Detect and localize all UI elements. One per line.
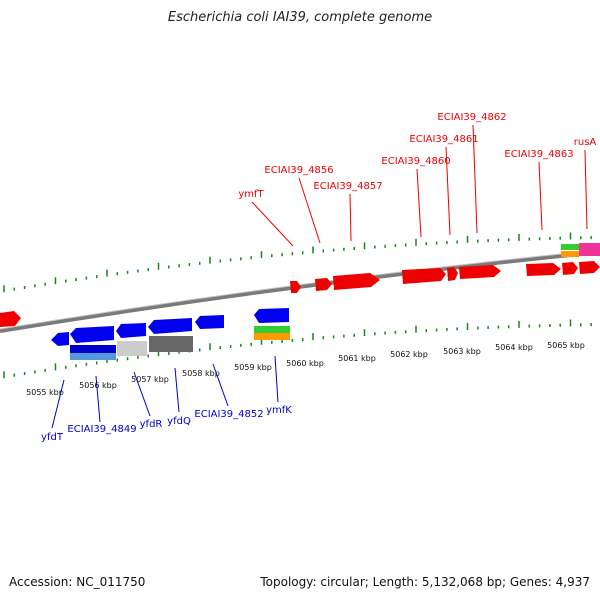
gene-4861-block[interactable] [447, 267, 458, 281]
label-4849: ECIAI39_4849 [67, 424, 136, 435]
kbp-label: 5061 kbp [338, 354, 376, 363]
gene-yfdR-block[interactable] [116, 323, 146, 338]
gene-4852-block[interactable] [195, 315, 224, 329]
kbp-label: 5060 kbp [286, 359, 324, 368]
kbp-label: 5057 kbp [131, 375, 169, 384]
feature-green[interactable] [561, 244, 581, 250]
gene-right-partial[interactable] [579, 261, 600, 274]
label-4856: ECIAI39_4856 [264, 165, 333, 176]
label-4860: ECIAI39_4860 [381, 156, 450, 167]
feature-green-bar[interactable] [254, 326, 290, 333]
leader-ymfK [274, 355, 279, 403]
feature-lightgray-bar[interactable] [117, 341, 147, 356]
leader-4852 [212, 363, 229, 407]
feature-orange-bar[interactable] [254, 333, 290, 340]
leader-yfdT [51, 379, 65, 429]
leader-yfdQ [174, 367, 180, 413]
gene-4862-block[interactable] [459, 265, 501, 279]
feature-blue-bar[interactable] [70, 345, 116, 354]
leader-4863 [538, 161, 543, 231]
gene-4857-block[interactable] [333, 273, 380, 290]
label-yfdT: yfdT [41, 432, 64, 443]
reverse-gene-labels: yfdT ECIAI39_4849 yfdR yfdQ ECIAI39_4852… [41, 355, 292, 443]
kbp-label: 5059 kbp [234, 363, 272, 372]
leader-yfdR [133, 371, 151, 417]
kbp-label: 5063 kbp [443, 347, 481, 356]
kbp-label: 5056 kbp [79, 381, 117, 390]
gene-ymfT-block[interactable] [290, 281, 301, 293]
kbp-label: 5058 kbp [182, 369, 220, 378]
label-4857: ECIAI39_4857 [313, 181, 382, 192]
feature-orange[interactable] [561, 251, 579, 257]
label-yfdR: yfdR [140, 419, 163, 430]
reverse-genes [51, 308, 290, 360]
gene-4863-block[interactable] [526, 263, 561, 276]
scale-labels: 5055 kbp 5056 kbp 5057 kbp 5058 kbp 5059… [26, 341, 585, 397]
label-ymfK: ymfK [266, 405, 292, 416]
leader-4862 [472, 124, 478, 234]
label-4863: ECIAI39_4863 [504, 149, 573, 160]
label-ymfT: ymfT [238, 189, 264, 200]
gene-left-partial[interactable] [0, 311, 21, 327]
kbp-label: 5062 kbp [390, 350, 428, 359]
leader-ymfT [251, 201, 294, 247]
gene-4860-block[interactable] [402, 268, 446, 284]
kbp-label: 5065 kbp [547, 341, 585, 350]
leader-4849 [95, 375, 101, 423]
forward-genes [0, 243, 600, 327]
gene-4849-block[interactable] [70, 326, 114, 343]
genome-backbone [0, 250, 600, 333]
leader-rusA [584, 149, 588, 230]
forward-scale-ticks [3, 232, 592, 293]
gene-yfdT-block[interactable] [51, 332, 69, 346]
label-yfdQ: yfdQ [167, 416, 191, 427]
label-4862: ECIAI39_4862 [437, 112, 506, 123]
leader-4857 [349, 193, 352, 242]
label-4852: ECIAI39_4852 [194, 409, 263, 420]
gene-ymfK-block[interactable] [254, 308, 289, 323]
feature-darkgray-bar[interactable] [149, 336, 193, 352]
label-4861: ECIAI39_4861 [409, 134, 478, 145]
gene-4856-block[interactable] [315, 278, 332, 291]
feature-magenta[interactable] [579, 243, 600, 256]
forward-gene-labels: ymfT ECIAI39_4856 ECIAI39_4857 ECIAI39_4… [238, 112, 597, 247]
leader-4860 [416, 168, 422, 238]
leader-4861 [445, 146, 451, 236]
topology-text: Topology: circular; Length: 5,132,068 bp… [260, 575, 590, 589]
feature-lightblue-bar[interactable] [70, 353, 116, 360]
map-title: Escherichia coli IAI39, complete genome [167, 10, 433, 25]
gene-rusA-block[interactable] [562, 262, 578, 275]
accession-text: Accession: NC_011750 [9, 575, 146, 589]
kbp-label: 5055 kbp [26, 388, 64, 397]
kbp-label: 5064 kbp [495, 343, 533, 352]
gene-yfdQ-block[interactable] [148, 318, 192, 334]
leader-4856 [298, 177, 321, 244]
label-rusA: rusA [574, 137, 597, 148]
